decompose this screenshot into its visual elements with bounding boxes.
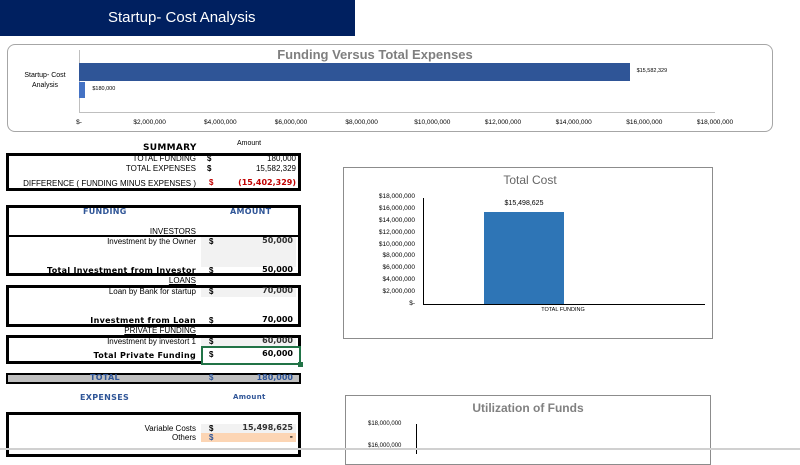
page-title: Startup- Cost Analysis [108, 9, 256, 26]
bar-total-expenses [79, 63, 630, 81]
x-tick-label: $6,000,000 [274, 119, 308, 126]
x-axis-line [423, 304, 705, 305]
currency: $ [209, 237, 214, 246]
currency: $ [207, 154, 212, 163]
y-tick-label: $14,000,000 [378, 216, 415, 224]
expenses-amount-header: Amount [233, 393, 266, 401]
currency: $ [209, 373, 214, 382]
y-tick-label: $- [409, 300, 415, 307]
total-investor-label: Total Investment from Investor [47, 266, 196, 275]
summary-table [6, 153, 301, 191]
variable-costs-label: Variable Costs [144, 424, 196, 433]
currency: $ [209, 424, 214, 433]
summary-amount-header: Amount [237, 140, 262, 147]
page-title-banner: Startup- Cost Analysis [0, 0, 355, 36]
bar-total-funding [484, 211, 564, 304]
data-label: $15,498,625 [504, 199, 544, 207]
currency: $ [209, 266, 214, 275]
currency: $ [209, 287, 214, 296]
loan-input-cell[interactable] [201, 288, 296, 297]
summary-heading: SUMMARY [143, 143, 197, 153]
currency: $ [209, 350, 214, 359]
divider [6, 235, 301, 237]
total-private-label: Total Private Funding [93, 351, 196, 360]
expenses-heading: EXPENSES [80, 393, 130, 402]
total-funding-label: TOTAL FUNDING [132, 154, 196, 163]
y-tick-label: $8,000,000 [382, 252, 415, 260]
y-axis-line [416, 424, 417, 454]
investor-input-cell[interactable] [201, 338, 296, 346]
x-axis-line [79, 112, 715, 113]
total-value: 180,000 [256, 373, 293, 382]
investors-table [6, 205, 301, 276]
currency: $ [209, 433, 214, 442]
owner-investment-value[interactable]: 50,000 [262, 236, 293, 245]
x-tick-label: $8,000,000 [345, 119, 378, 126]
y-tick-label: $10,000,000 [378, 240, 415, 248]
difference-label: DIFFERENCE ( FUNDING MINUS EXPENSES ) [23, 179, 196, 188]
bank-loan-label: Loan by Bank for startup [108, 287, 196, 296]
currency: $ [207, 164, 212, 173]
investor1-value[interactable]: 60,000 [262, 336, 293, 345]
investor1-label: Investment by investort 1 [107, 337, 196, 346]
total-private-value: 60,000 [262, 349, 293, 358]
y-tick-label: $6,000,000 [382, 264, 415, 272]
fill-handle[interactable] [298, 362, 303, 367]
y-axis-line [423, 198, 424, 305]
funding-amount-header: AMOUNT [230, 207, 272, 216]
variable-costs-cell[interactable] [201, 424, 296, 433]
others-value[interactable]: - [289, 432, 293, 441]
y-tick-label: $18,000,000 [378, 193, 415, 200]
chart-title: Funding Versus Total Expenses [268, 47, 482, 62]
x-tick-label: $12,000,000 [484, 119, 522, 126]
x-tick-label: $2,000,000 [133, 119, 166, 126]
private-funding-heading: PRIVATE FUNDING [124, 326, 196, 335]
total-expenses-value: 15,582,329 [255, 164, 296, 173]
x-tick-label: $4,000,000 [204, 119, 237, 126]
x-tick-label: $18,000,000 [696, 119, 734, 126]
investors-heading: INVESTORS [149, 227, 196, 236]
total-loan-value: 70,000 [262, 315, 293, 324]
total-row [6, 373, 301, 384]
currency: $ [209, 178, 214, 187]
chart-title: Utilization of Funds [472, 401, 584, 415]
y-tick-label: $12,000,000 [378, 228, 415, 236]
difference-value: (15,402,329) [238, 178, 296, 187]
owner-investment-label: Investment by the Owner [107, 237, 196, 246]
loans-table [6, 285, 301, 327]
y-tick-label: $2,000,000 [382, 288, 415, 296]
chart-title: Total Cost [503, 173, 557, 187]
currency: $ [209, 337, 214, 346]
selected-cell[interactable] [201, 346, 301, 365]
variable-costs-value[interactable]: 15,498,625 [242, 423, 293, 432]
y-axis-line [79, 50, 80, 113]
x-category-label: TOTAL FUNDING [541, 307, 585, 313]
category-label: Startup- Cost Analysis [24, 72, 66, 89]
others-cell[interactable] [201, 433, 296, 442]
bank-loan-value[interactable]: 70,000 [262, 286, 293, 295]
data-label: $15,582,329 [636, 68, 668, 74]
total-label: TOTAL [90, 373, 120, 382]
x-tick-label: $- [76, 119, 82, 126]
loans-heading: LOANS [168, 276, 196, 285]
horizontal-scrollbar[interactable] [0, 448, 800, 450]
y-tick-label: $16,000,000 [368, 443, 402, 449]
funding-heading: FUNDING [83, 207, 127, 216]
x-tick-label: $10,000,000 [414, 119, 451, 126]
owner-input-cell[interactable] [201, 237, 296, 267]
x-tick-label: $16,000,000 [626, 119, 663, 126]
bar-total-funding [79, 82, 86, 98]
y-tick-label: $4,000,000 [382, 276, 415, 284]
others-label: Others [171, 433, 196, 442]
y-tick-label: $18,000,000 [368, 421, 402, 427]
currency: $ [209, 316, 214, 325]
total-funding-value: 180,000 [267, 154, 296, 163]
x-tick-label: $14,000,000 [555, 119, 592, 126]
y-tick-label: $16,000,000 [378, 204, 415, 212]
total-investor-value: 50,000 [262, 265, 293, 274]
total-loan-label: Investment from Loan [90, 316, 196, 325]
total-expenses-label: TOTAL EXPENSES [125, 164, 196, 173]
data-label: $180,000 [92, 86, 116, 92]
